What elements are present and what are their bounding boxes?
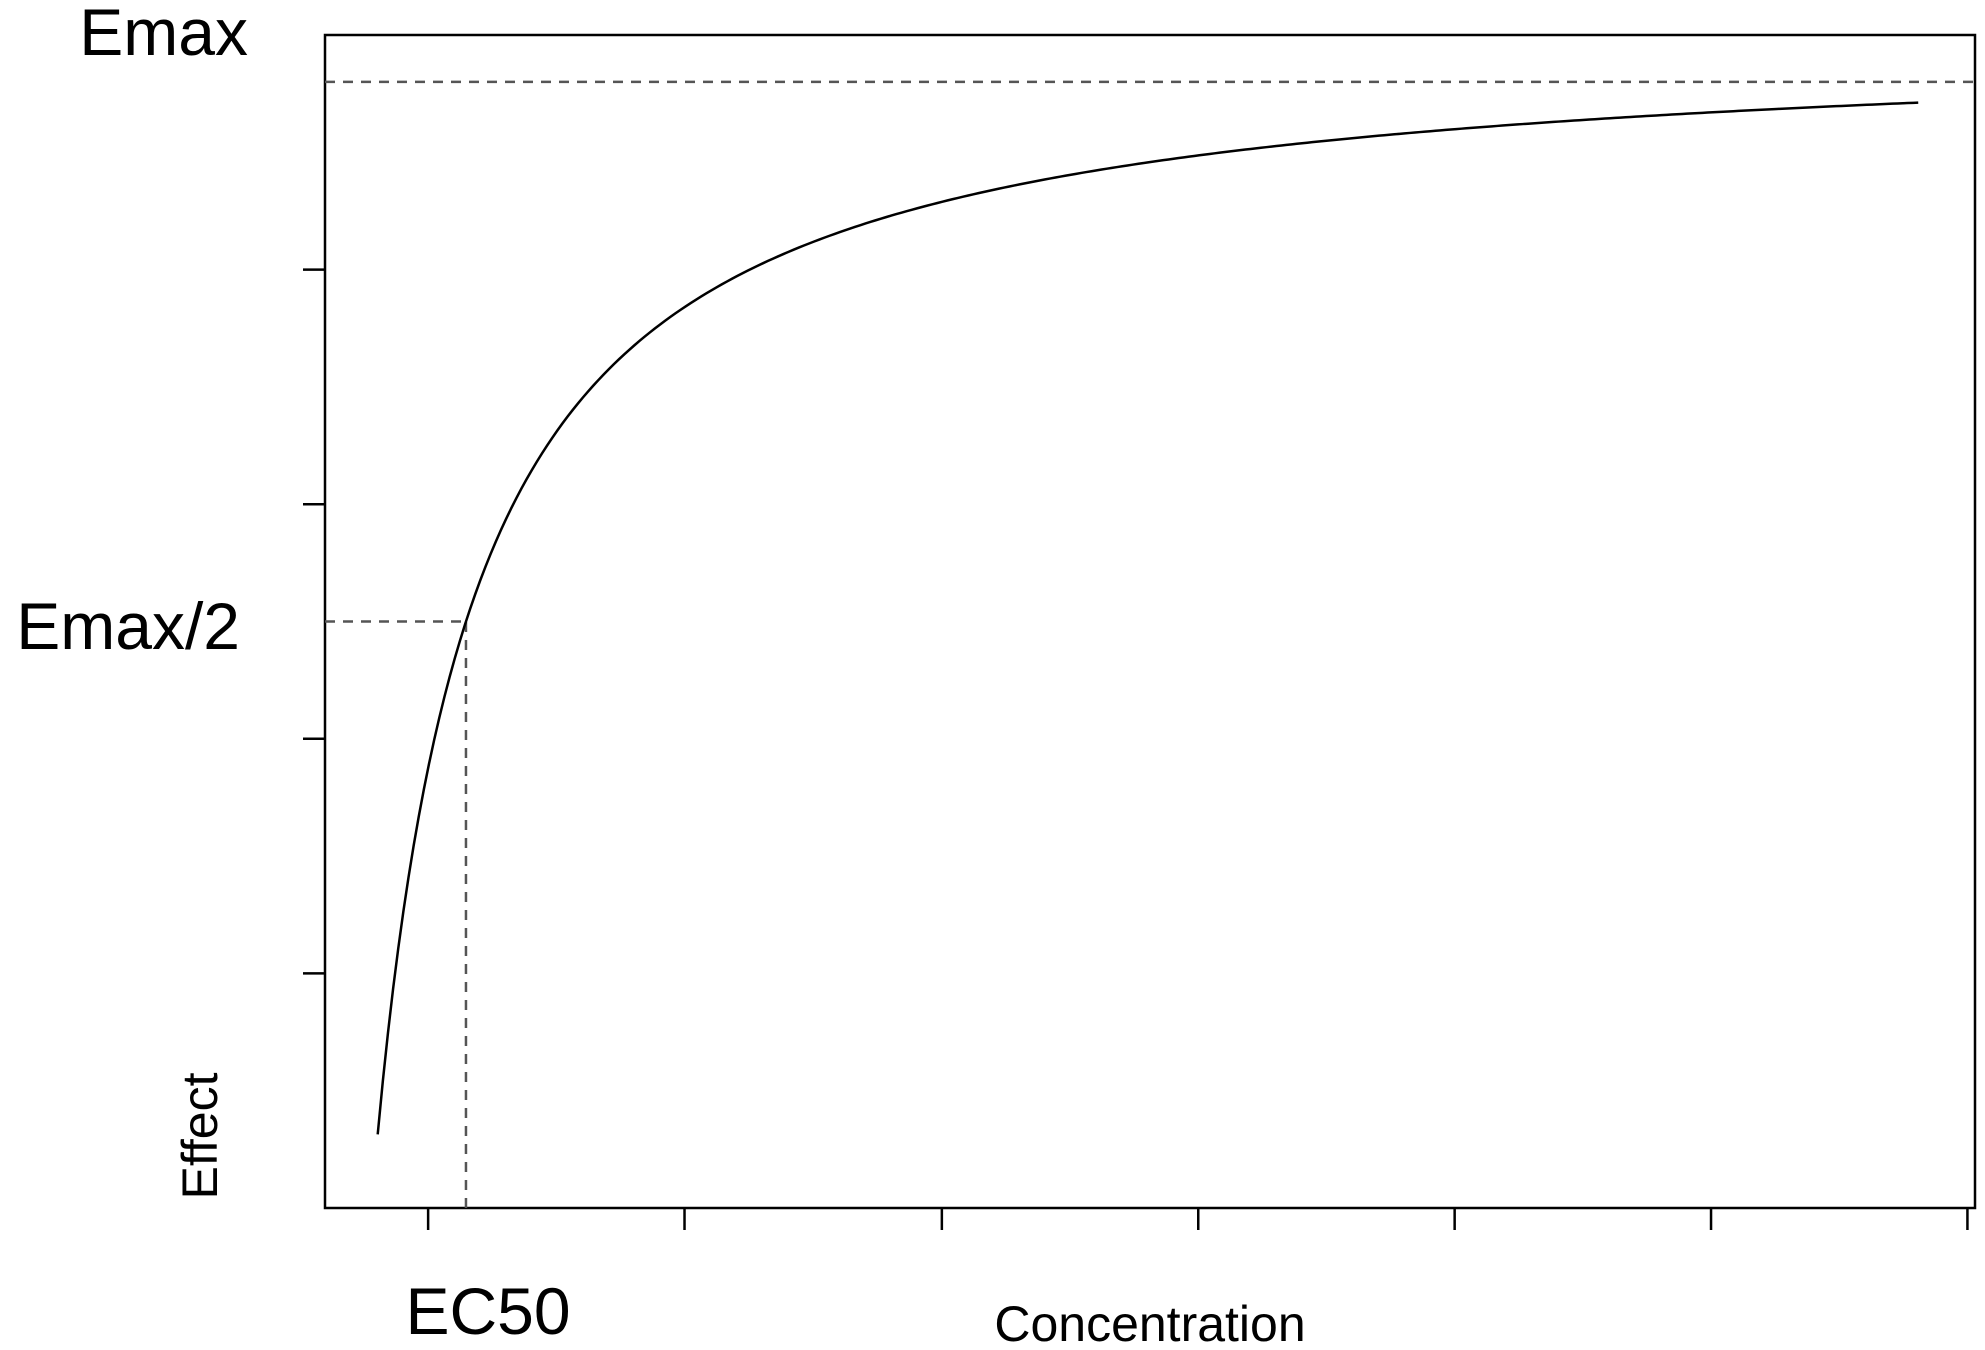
emax-label: Emax (79, 0, 248, 69)
x-axis-title: Concentration (994, 1296, 1305, 1350)
y-axis-title: Effect (172, 1072, 228, 1199)
effect-curve (376, 101, 1919, 1135)
ec50-label: EC50 (405, 1274, 570, 1348)
series-layer (376, 101, 1919, 1135)
plot-frame (323, 33, 1977, 1210)
half-emax-label: Emax/2 (16, 589, 240, 663)
ticks-layer (303, 268, 1969, 1230)
axes-layer (323, 33, 1977, 1210)
reference-lines (325, 80, 1975, 1208)
